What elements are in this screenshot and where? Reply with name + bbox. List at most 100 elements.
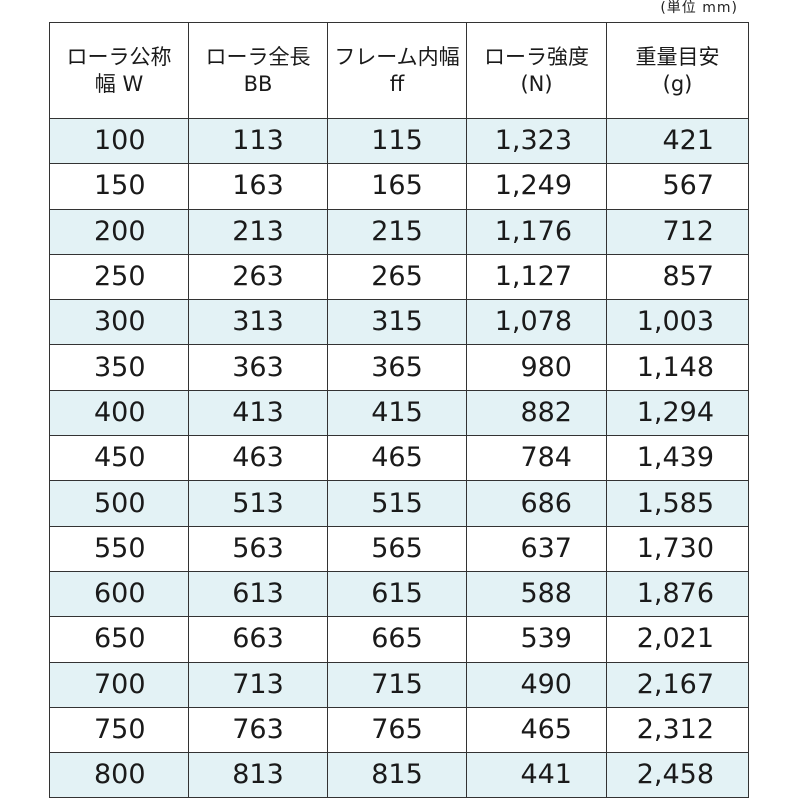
cell-weight: 1,730 xyxy=(606,525,749,572)
cell-weight: 857 xyxy=(606,253,749,301)
table-row: 400 413 415 882 1,294 xyxy=(49,389,749,437)
cell-roller-length: 663 xyxy=(188,616,328,663)
cell-frame-width: 315 xyxy=(327,299,467,346)
table-row: 800 813 815 441 2,458 xyxy=(49,752,749,799)
cell-nominal-width: 700 xyxy=(49,661,189,708)
cell-weight: 567 xyxy=(606,163,749,210)
table-row: 150 163 165 1,249 567 xyxy=(49,163,749,210)
cell-nominal-width: 600 xyxy=(49,570,189,618)
cell-roller-strength: 784 xyxy=(466,435,607,482)
cell-roller-strength: 686 xyxy=(466,480,607,527)
table-row: 600 613 615 588 1,876 xyxy=(49,570,749,618)
header-sublabel: (g) xyxy=(662,71,693,96)
cell-weight: 2,458 xyxy=(606,752,749,799)
cell-roller-strength: 441 xyxy=(466,752,607,799)
cell-roller-length: 263 xyxy=(188,253,328,301)
cell-roller-length: 763 xyxy=(188,706,328,754)
cell-nominal-width: 800 xyxy=(49,752,189,799)
cell-nominal-width: 300 xyxy=(49,299,189,346)
roller-spec-table: ローラ公称 幅 W ローラ全長 BB フレーム内幅 ff ローラ強度 (N) 重… xyxy=(49,22,749,799)
cell-frame-width: 115 xyxy=(327,117,467,165)
cell-weight: 1,439 xyxy=(606,435,749,482)
header-label: ローラ全長 xyxy=(205,44,311,69)
cell-nominal-width: 150 xyxy=(49,163,189,210)
cell-roller-strength: 1,127 xyxy=(466,253,607,301)
cell-nominal-width: 250 xyxy=(49,253,189,301)
cell-roller-length: 363 xyxy=(188,344,328,391)
cell-roller-length: 313 xyxy=(188,299,328,346)
cell-weight: 1,003 xyxy=(606,299,749,346)
cell-roller-length: 163 xyxy=(188,163,328,210)
header-roller-strength: ローラ強度 (N) xyxy=(466,22,607,119)
table-row: 200 213 215 1,176 712 xyxy=(49,208,749,255)
cell-weight: 1,294 xyxy=(606,389,749,437)
header-nominal-width: ローラ公称 幅 W xyxy=(49,22,189,119)
cell-roller-strength: 1,249 xyxy=(466,163,607,210)
cell-frame-width: 415 xyxy=(327,389,467,437)
table-row: 450 463 465 784 1,439 xyxy=(49,435,749,482)
table-row: 300 313 315 1,078 1,003 xyxy=(49,299,749,346)
cell-roller-strength: 1,176 xyxy=(466,208,607,255)
cell-roller-length: 413 xyxy=(188,389,328,437)
cell-weight: 2,167 xyxy=(606,661,749,708)
cell-weight: 712 xyxy=(606,208,749,255)
cell-nominal-width: 350 xyxy=(49,344,189,391)
cell-roller-length: 513 xyxy=(188,480,328,527)
cell-frame-width: 715 xyxy=(327,661,467,708)
cell-frame-width: 565 xyxy=(327,525,467,572)
cell-nominal-width: 400 xyxy=(49,389,189,437)
unit-note: (単位 mm) xyxy=(660,0,738,16)
cell-roller-length: 613 xyxy=(188,570,328,618)
header-row: ローラ公称 幅 W ローラ全長 BB フレーム内幅 ff ローラ強度 (N) 重… xyxy=(49,22,749,119)
cell-nominal-width: 750 xyxy=(49,706,189,754)
cell-frame-width: 765 xyxy=(327,706,467,754)
header-sublabel: (N) xyxy=(520,71,553,96)
cell-frame-width: 515 xyxy=(327,480,467,527)
table-row: 750 763 765 465 2,312 xyxy=(49,706,749,754)
cell-weight: 1,585 xyxy=(606,480,749,527)
cell-nominal-width: 450 xyxy=(49,435,189,482)
cell-weight: 2,312 xyxy=(606,706,749,754)
header-label: 重量目安 xyxy=(635,44,720,69)
cell-roller-strength: 490 xyxy=(466,661,607,708)
cell-weight: 421 xyxy=(606,117,749,165)
cell-roller-length: 713 xyxy=(188,661,328,708)
cell-weight: 1,148 xyxy=(606,344,749,391)
cell-nominal-width: 200 xyxy=(49,208,189,255)
cell-roller-length: 563 xyxy=(188,525,328,572)
cell-weight: 2,021 xyxy=(606,616,749,663)
cell-roller-strength: 980 xyxy=(466,344,607,391)
cell-roller-strength: 588 xyxy=(466,570,607,618)
header-label: ローラ公称 xyxy=(66,44,172,69)
table-row: 350 363 365 980 1,148 xyxy=(49,344,749,391)
header-roller-length: ローラ全長 BB xyxy=(188,22,328,119)
cell-frame-width: 615 xyxy=(327,570,467,618)
header-sublabel: BB xyxy=(243,71,273,96)
table-row: 500 513 515 686 1,585 xyxy=(49,480,749,527)
cell-frame-width: 465 xyxy=(327,435,467,482)
table-row: 700 713 715 490 2,167 xyxy=(49,661,749,708)
cell-roller-length: 463 xyxy=(188,435,328,482)
cell-frame-width: 265 xyxy=(327,253,467,301)
cell-roller-length: 113 xyxy=(188,117,328,165)
cell-roller-strength: 465 xyxy=(466,706,607,754)
table-row: 650 663 665 539 2,021 xyxy=(49,616,749,663)
cell-roller-strength: 1,323 xyxy=(466,117,607,165)
header-label: フレーム内幅 xyxy=(334,44,460,69)
cell-roller-strength: 539 xyxy=(466,616,607,663)
header-sublabel: ff xyxy=(389,71,405,96)
cell-frame-width: 165 xyxy=(327,163,467,210)
header-weight: 重量目安 (g) xyxy=(606,22,749,119)
cell-roller-length: 813 xyxy=(188,752,328,799)
cell-frame-width: 815 xyxy=(327,752,467,799)
header-label: ローラ強度 xyxy=(484,44,589,69)
cell-roller-length: 213 xyxy=(188,208,328,255)
cell-roller-strength: 637 xyxy=(466,525,607,572)
cell-frame-width: 365 xyxy=(327,344,467,391)
cell-roller-strength: 1,078 xyxy=(466,299,607,346)
cell-nominal-width: 550 xyxy=(49,525,189,572)
table-body: 100 113 115 1,323 421 150 163 165 1,249 567 200 213… xyxy=(49,117,749,799)
table-row: 100 113 115 1,323 421 xyxy=(49,117,749,165)
table-header: ローラ公称 幅 W ローラ全長 BB フレーム内幅 ff ローラ強度 (N) 重… xyxy=(49,22,749,119)
cell-nominal-width: 650 xyxy=(49,616,189,663)
